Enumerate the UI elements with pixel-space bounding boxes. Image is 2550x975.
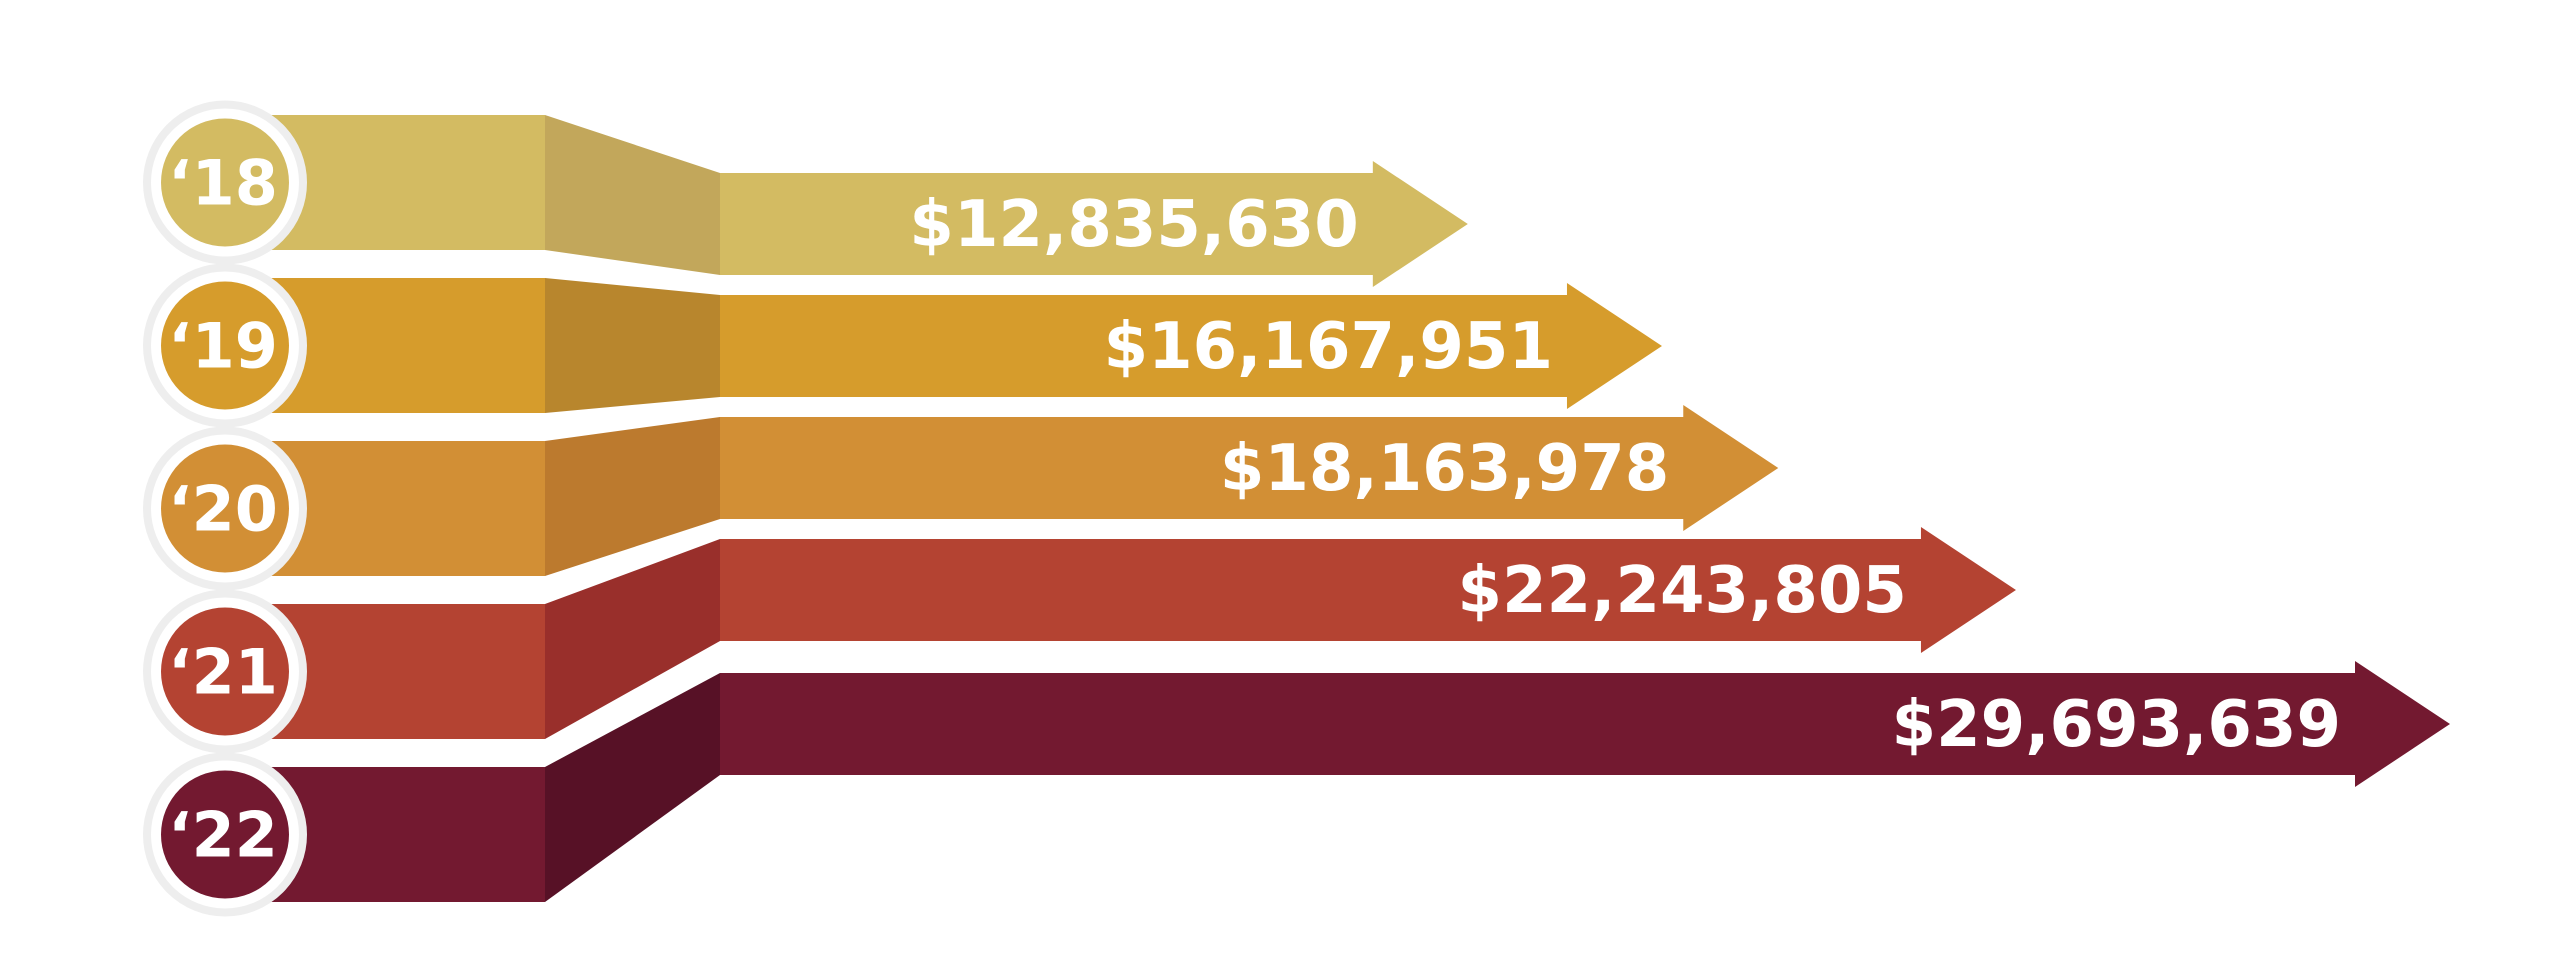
year-badge-4 xyxy=(161,770,289,899)
value-label-2: $18,163,978 xyxy=(1220,432,1669,506)
value-arrows xyxy=(720,161,2450,787)
fold-connectors xyxy=(545,115,720,902)
value-label-3: $22,243,805 xyxy=(1458,554,1907,628)
year-badge-0 xyxy=(161,118,289,247)
value-labels: $12,835,630 $16,167,951 $18,163,978 $22,243… xyxy=(909,188,2341,762)
year-label-2: ‘20 xyxy=(168,473,278,546)
year-badges: ‘18 ‘19 ‘20 ‘21 ‘22 xyxy=(143,100,307,917)
value-bar-3 xyxy=(720,527,2016,653)
value-label-0: $12,835,630 xyxy=(909,188,1358,262)
value-bar-1 xyxy=(720,283,1662,409)
value-label-4: $29,693,639 xyxy=(1892,688,2341,762)
year-badge-1 xyxy=(161,281,289,410)
value-bar-0 xyxy=(720,161,1468,287)
fold-connector-2 xyxy=(545,417,720,576)
fold-connector-3 xyxy=(545,539,720,739)
year-label-1: ‘19 xyxy=(168,310,278,383)
year-label-4: ‘22 xyxy=(168,799,278,872)
value-bar-2 xyxy=(720,405,1779,531)
fold-connector-1 xyxy=(545,278,720,413)
year-label-3: ‘21 xyxy=(168,636,278,709)
year-badge-3 xyxy=(161,607,289,736)
year-badge-2 xyxy=(161,444,289,573)
value-bar-4 xyxy=(720,661,2450,787)
year-label-0: ‘18 xyxy=(168,147,278,220)
value-label-1: $16,167,951 xyxy=(1104,310,1553,384)
fold-connector-0 xyxy=(545,115,720,275)
fold-connector-4 xyxy=(545,673,720,902)
